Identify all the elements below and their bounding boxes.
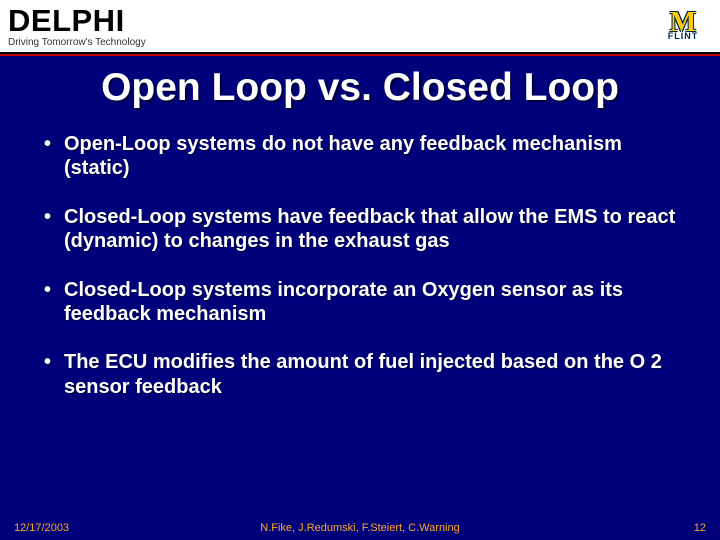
list-item: Closed-Loop systems have feedback that a… <box>38 205 682 254</box>
slide-title: Open Loop vs. Closed Loop <box>0 66 720 110</box>
divider-red <box>0 54 720 56</box>
brand-tagline: Driving Tomorrow's Technology <box>8 38 146 48</box>
footer-authors: N.Fike, J.Redumski, F.Steiert, C.Warning <box>260 522 459 534</box>
bullet-list: Open-Loop systems do not have any feedba… <box>38 132 682 399</box>
logo-subtext: FLINT <box>668 32 699 41</box>
slide-footer: 12/17/2003 N.Fike, J.Redumski, F.Steiert… <box>0 522 720 534</box>
footer-page: 12 <box>694 522 706 534</box>
slide-body: Open-Loop systems do not have any feedba… <box>0 110 720 399</box>
list-item: The ECU modifies the amount of fuel inje… <box>38 350 682 399</box>
list-item: Open-Loop systems do not have any feedba… <box>38 132 682 181</box>
university-logo: M FLINT <box>654 4 712 48</box>
footer-date: 12/17/2003 <box>14 522 69 534</box>
brand-block: DELPHI Driving Tomorrow's Technology <box>8 5 146 48</box>
list-item: Closed-Loop systems incorporate an Oxyge… <box>38 278 682 327</box>
brand-name: DELPHI <box>8 5 146 36</box>
slide-header: DELPHI Driving Tomorrow's Technology M F… <box>0 0 720 52</box>
